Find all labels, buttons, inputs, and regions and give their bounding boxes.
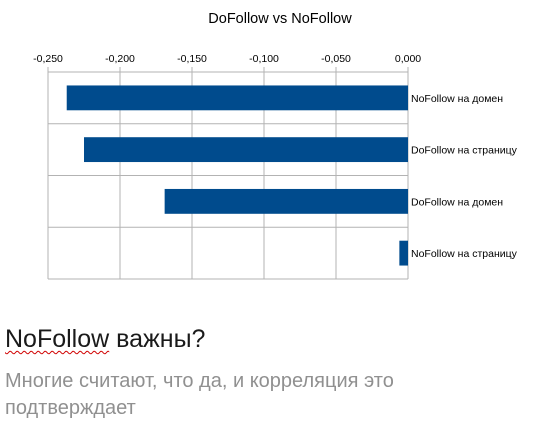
x-axis-ticks: -0,250 -0,200 -0,150 -0,100 -0,050 0,000 <box>33 53 421 65</box>
x-tick-label: -0,100 <box>249 53 279 65</box>
chart-title: DoFollow vs NoFollow <box>208 11 352 27</box>
x-tick-label: -0,250 <box>33 53 63 65</box>
category-label: DoFollow на домен <box>411 196 503 208</box>
x-tick-label: -0,150 <box>177 53 207 65</box>
category-label: NoFollow на домен <box>411 93 503 105</box>
category-label: NoFollow на страницу <box>411 248 518 260</box>
chart-bars <box>66 85 408 266</box>
bar <box>84 137 408 163</box>
bar <box>399 240 408 266</box>
category-labels: NoFollow на домен DoFollow на страницу DoF… <box>411 93 518 260</box>
bar <box>164 188 408 214</box>
bar <box>66 85 408 111</box>
slide-heading: NoFollow важны? <box>5 325 205 354</box>
heading-rest: важны? <box>109 325 206 353</box>
x-tick-label: -0,200 <box>105 53 135 65</box>
x-tick-label: -0,050 <box>321 53 351 65</box>
heading-keyword: NoFollow <box>5 325 110 353</box>
x-tick-label: 0,000 <box>395 53 421 65</box>
slide-subtext: Многие считают, что да, и корреляция это… <box>5 370 394 419</box>
correlation-bar-chart: DoFollow vs NoFollow -0,250 -0,200 -0,150-… <box>33 11 518 280</box>
category-label: DoFollow на страницу <box>411 145 518 157</box>
